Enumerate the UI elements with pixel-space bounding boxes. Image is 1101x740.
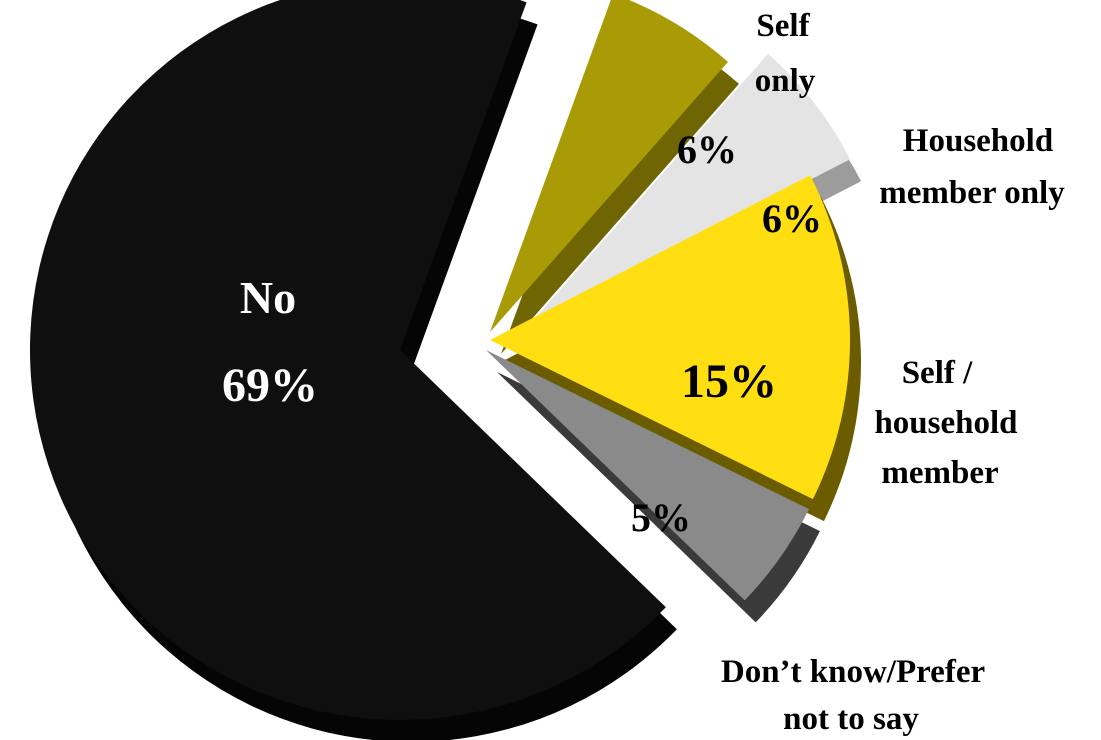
slice-label-self-household-line1: Self /: [902, 355, 973, 391]
slice-label-dont-know-line2: not to say: [783, 701, 919, 737]
slice-value-household: 6%: [762, 196, 822, 241]
slice-no-top: [30, 0, 666, 720]
slice-self-household-top: [490, 175, 850, 500]
slice-self-only: [490, 0, 740, 354]
slice-label-self-only-line1: Self: [756, 8, 810, 44]
slice-value-dont-know: 5%: [631, 495, 691, 540]
slice-label-household-line2: member only: [879, 175, 1065, 211]
slice-value-no: 69%: [222, 359, 318, 412]
slice-dont-know-top: [486, 350, 809, 601]
slice-label-self-only-line2: only: [755, 63, 816, 99]
slice-no: [30, 0, 677, 740]
slice-value-self-household: 15%: [681, 355, 777, 408]
slice-label-no: No: [240, 272, 296, 323]
slice-household-only-top: [530, 53, 851, 324]
pie-labels: No 69% Self only 6% Household member onl…: [222, 8, 1065, 737]
slice-label-household-line1: Household: [903, 123, 1053, 159]
slice-label-self-household-line2: household: [874, 405, 1017, 441]
pie-slices: [30, 0, 862, 740]
slice-self-only-top: [490, 0, 729, 332]
slice-dont-know: [486, 350, 820, 623]
slice-label-dont-know-line1: Don’t know/Prefer: [721, 654, 985, 690]
slice-label-self-household-line3: member: [881, 455, 998, 491]
slice-self-household: [490, 175, 861, 522]
slice-value-self-only: 6%: [677, 127, 737, 172]
